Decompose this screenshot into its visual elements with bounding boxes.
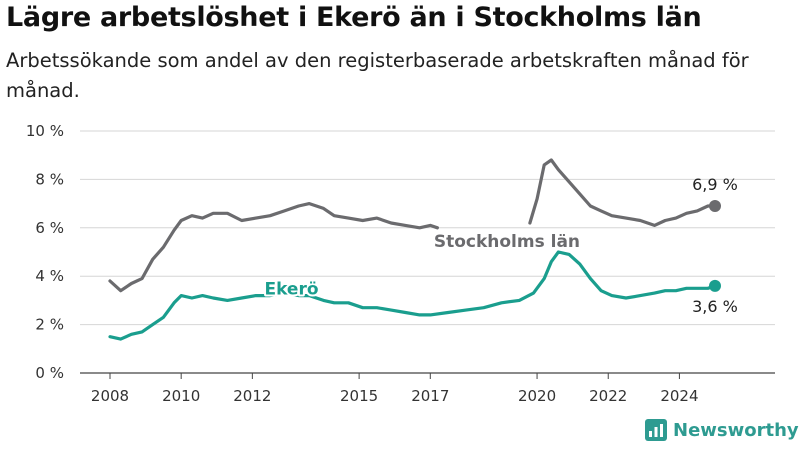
x-tick-label: 2008: [91, 387, 129, 405]
y-tick-label: 10 %: [26, 122, 64, 140]
x-tick-label: 2024: [660, 387, 698, 405]
page-title: Lägre arbetslöshet i Ekerö än i Stockhol…: [6, 2, 702, 33]
end-value-label: 6,9 %: [692, 175, 738, 194]
series-end-point: [709, 279, 721, 292]
x-tick-label: 2022: [589, 387, 627, 405]
end-value-label: 3,6 %: [692, 297, 738, 316]
series-line-stockholms-lan: [108, 158, 717, 293]
x-tick-label: 2012: [233, 387, 271, 405]
y-tick-label: 2 %: [35, 316, 64, 334]
brand-name: Newsworthy: [673, 419, 799, 441]
series-end-point: [709, 200, 721, 213]
bar-chart-logo-icon: [645, 419, 667, 441]
y-tick-label: 6 %: [35, 219, 64, 237]
brand-logo: Newsworthy: [645, 419, 799, 441]
x-tick-label: 2020: [518, 387, 556, 405]
y-tick-label: 0 %: [35, 364, 64, 382]
page-subtitle: Arbetssökande som andel av den registerb…: [6, 49, 749, 102]
x-tick-label: 2010: [162, 387, 200, 405]
x-tick-label: 2017: [411, 387, 449, 405]
series-line-ekero: [108, 250, 717, 341]
x-tick-label: 2015: [340, 387, 378, 405]
y-tick-label: 8 %: [35, 170, 64, 188]
series-name-label: Ekerö: [264, 279, 318, 299]
y-tick-label: 4 %: [35, 267, 64, 285]
series-name-label: Stockholms län: [434, 232, 580, 252]
